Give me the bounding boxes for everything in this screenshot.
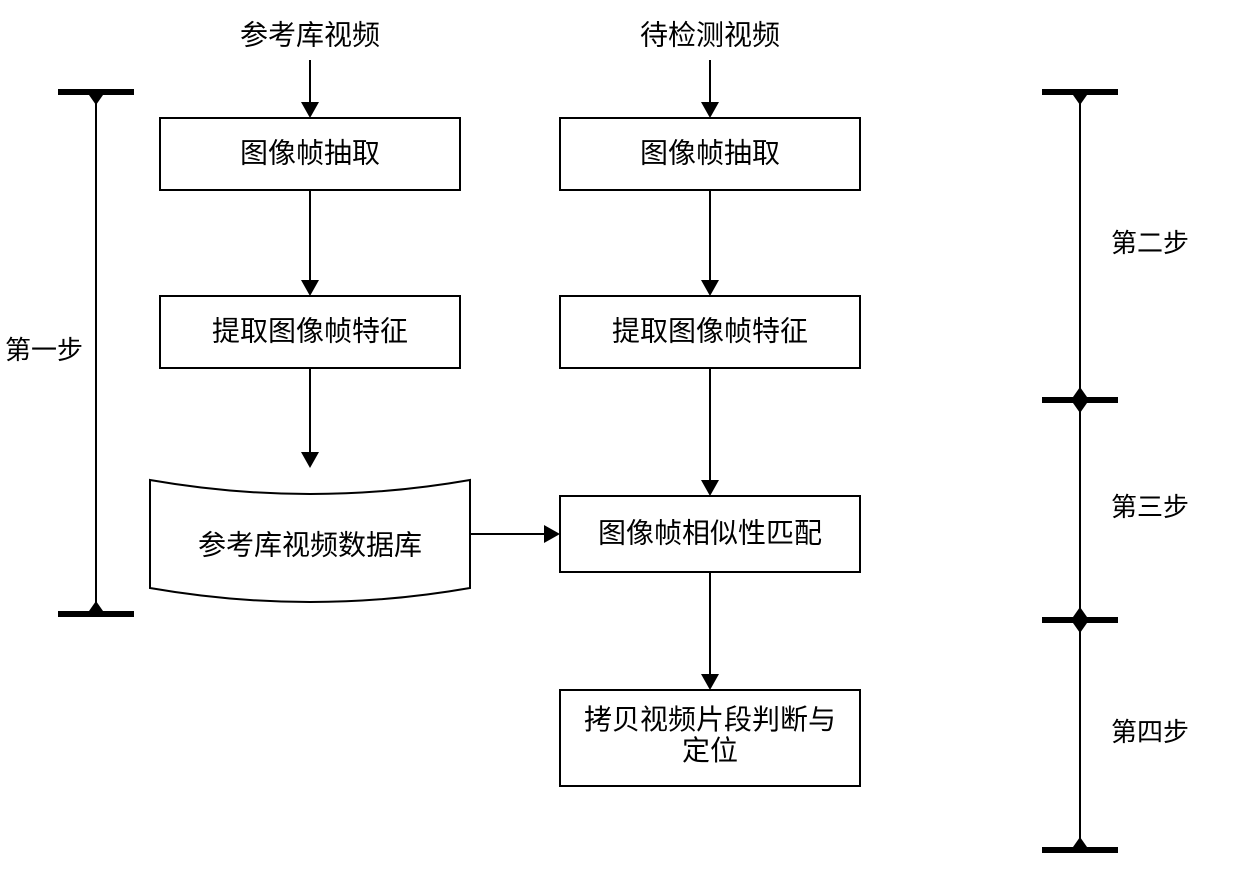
arrowhead-tl-to-l1 [301,102,319,118]
label-ref-video: 参考库视频 [240,19,380,51]
arrowhead-r3-to-r4 [701,674,719,690]
box-r4-text1: 拷贝视频片段判断与 [584,704,836,736]
box-l1-text: 图像帧抽取 [240,137,380,169]
step2-label: 第二步 [1111,229,1189,258]
step1-label: 第一步 [5,336,83,365]
step3-label: 第三步 [1111,493,1189,522]
step4-bracket-toptri [1073,623,1087,633]
step4-label: 第四步 [1111,718,1189,747]
box-r1-text: 图像帧抽取 [640,137,780,169]
step2-bracket-bottri [1073,387,1087,397]
box-r3-text: 图像帧相似性匹配 [598,517,822,549]
step2-bracket-toptri [1073,95,1087,105]
step4-bracket-bottri [1073,837,1087,847]
step3-bracket-toptri [1073,403,1087,413]
box-l2-text: 提取图像帧特征 [212,315,408,347]
cylinder-db-text: 参考库视频数据库 [198,529,422,561]
arrowhead-tr-to-r1 [701,102,719,118]
arrowhead-l2-to-cyl [301,452,319,468]
arrowhead-r2-to-r3 [701,480,719,496]
arrowhead-cyl-to-r3 [544,525,560,543]
step3-bracket-bottri [1073,607,1087,617]
box-r4-text2: 定位 [682,735,738,767]
box-r2-text: 提取图像帧特征 [612,315,808,347]
arrowhead-l1-to-l2 [301,280,319,296]
arrowhead-r1-to-r2 [701,280,719,296]
label-query-video: 待检测视频 [640,19,780,51]
